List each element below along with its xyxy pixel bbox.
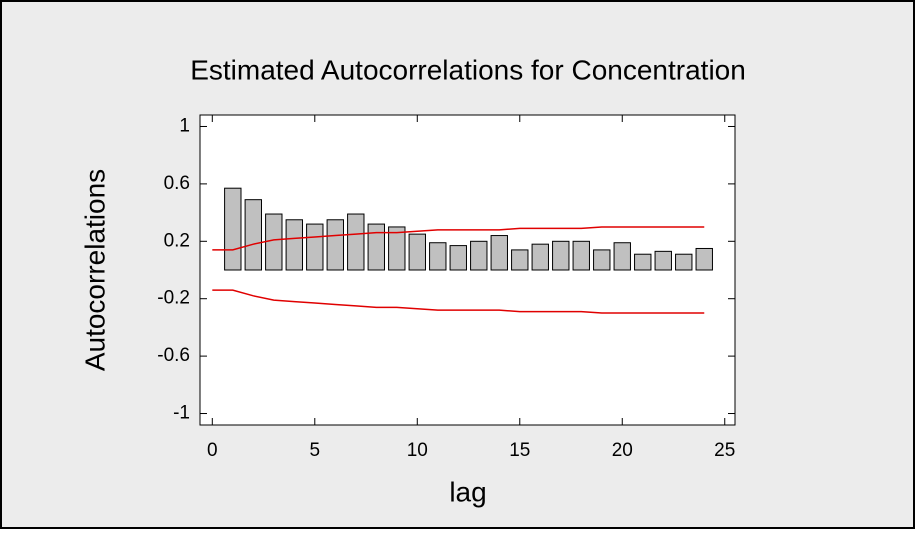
bar	[654, 250, 672, 271]
bar	[347, 213, 365, 271]
bar	[531, 243, 549, 271]
chart-title: Estimated Autocorrelations for Concentra…	[190, 54, 746, 85]
bar	[388, 226, 406, 271]
bar	[449, 245, 467, 271]
bar	[265, 213, 283, 271]
bar	[675, 253, 693, 271]
bar	[634, 253, 652, 271]
bar	[511, 249, 529, 271]
bar	[224, 187, 242, 271]
bar	[306, 223, 324, 271]
bar	[490, 235, 508, 271]
bar	[552, 240, 570, 271]
bar	[572, 240, 590, 271]
x-tick-label: 10	[407, 440, 428, 461]
bar	[244, 199, 262, 271]
x-tick-label: 25	[714, 440, 735, 461]
limit-line	[212, 289, 705, 314]
x-tick-label: 5	[310, 440, 321, 461]
x-tick-label: 0	[207, 440, 218, 461]
bar	[285, 219, 303, 271]
y-tick-label: -1	[173, 403, 190, 424]
x-axis-label: lag	[449, 476, 486, 507]
x-tick-label: 15	[509, 440, 530, 461]
bar	[470, 240, 488, 271]
y-tick-label: 0.2	[164, 230, 190, 251]
bar	[429, 242, 447, 271]
bar	[695, 247, 713, 271]
bar	[367, 223, 385, 271]
y-tick-label: -0.6	[157, 345, 190, 366]
limit-line	[212, 226, 705, 251]
y-tick-label: -0.2	[157, 288, 190, 309]
y-tick-label: 0.6	[164, 173, 190, 194]
x-tick-label: 20	[612, 440, 633, 461]
bar	[408, 233, 426, 271]
y-axis-label: Autocorrelations	[79, 169, 110, 371]
bar	[613, 242, 631, 271]
bar	[326, 219, 344, 271]
y-tick-label: 1	[179, 115, 190, 136]
bar	[593, 249, 611, 271]
